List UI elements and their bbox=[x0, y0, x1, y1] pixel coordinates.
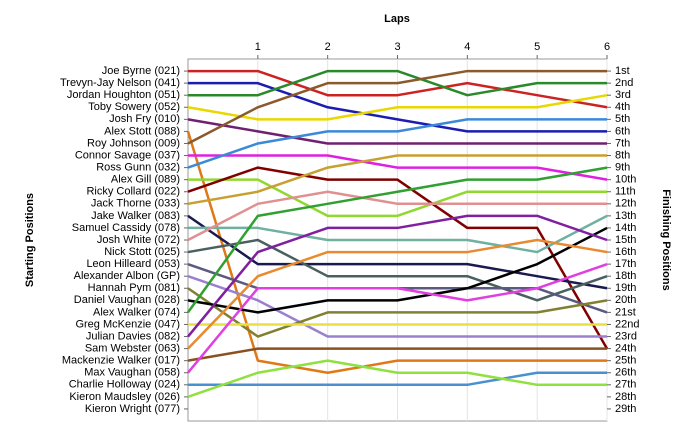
series-line bbox=[187, 226, 608, 314]
series-line bbox=[187, 93, 608, 121]
y2-tick-label: 29th bbox=[615, 403, 636, 415]
series-line bbox=[187, 359, 607, 399]
series-line bbox=[188, 371, 607, 387]
y2-tick-label: 22nd bbox=[615, 318, 639, 330]
y-tick-label: Kieron Maudsley (026) bbox=[69, 391, 180, 403]
x-tick-label: 6 bbox=[604, 41, 610, 53]
y2-tick-label: 26th bbox=[615, 367, 636, 379]
y2-tick-label: 11th bbox=[615, 186, 636, 198]
y2-tick-label: 13th bbox=[615, 210, 636, 222]
y-tick-label: Sam Webster (063) bbox=[85, 343, 180, 355]
y2-tick-label: 18th bbox=[615, 270, 636, 282]
x-tick-label: 5 bbox=[534, 41, 540, 53]
y-tick-label: Ricky Collard (022) bbox=[86, 186, 180, 198]
series-line bbox=[187, 275, 607, 338]
y-tick-label: Trevyn-Jay Nelson (041) bbox=[60, 77, 180, 89]
y2-axis-label: Finishing Positions bbox=[660, 189, 672, 290]
y2-tick-label: 16th bbox=[615, 246, 636, 258]
series-line bbox=[187, 166, 609, 350]
y2-tick-label: 12th bbox=[615, 198, 636, 210]
y-tick-label: Josh Fry (010) bbox=[109, 113, 180, 125]
y2-tick-label: 1st bbox=[615, 65, 630, 77]
y2-tick-label: 19th bbox=[615, 282, 636, 294]
x-tick-label: 3 bbox=[394, 41, 400, 53]
series-line bbox=[186, 166, 608, 314]
y-tick-label: Alex Gill (089) bbox=[111, 174, 180, 186]
series-line bbox=[188, 214, 608, 254]
y2-tick-label: 20th bbox=[615, 294, 636, 306]
y-tick-label: Joe Byrne (021) bbox=[102, 65, 180, 77]
y-tick-label: Alex Stott (088) bbox=[104, 125, 180, 137]
y2-tick-label: 5th bbox=[615, 113, 630, 125]
series-line bbox=[187, 214, 608, 290]
series-line bbox=[187, 118, 607, 145]
y-tick-label: Toby Sowery (052) bbox=[88, 101, 180, 113]
y-tick-label: Josh White (072) bbox=[97, 234, 180, 246]
y-tick-label: Nick Stott (025) bbox=[104, 246, 180, 258]
y-tick-label: Roy Johnson (009) bbox=[87, 137, 180, 149]
y-tick-label: Alex Walker (074) bbox=[93, 306, 180, 318]
series-line bbox=[187, 238, 608, 350]
series-line bbox=[187, 190, 607, 242]
y2-tick-label: 8th bbox=[615, 149, 630, 161]
y2-tick-label: 27th bbox=[615, 379, 636, 391]
series-line bbox=[187, 69, 607, 145]
series-line bbox=[188, 154, 608, 181]
y2-tick-label: 24th bbox=[615, 343, 636, 355]
x-tick-label: 2 bbox=[325, 41, 331, 53]
y-tick-label: Connor Savage (037) bbox=[75, 149, 180, 161]
y-tick-label: Julian Davies (082) bbox=[86, 330, 180, 342]
y-tick-label: Jack Thorne (033) bbox=[91, 198, 180, 210]
y2-tick-label: 10th bbox=[615, 174, 636, 186]
y2-tick-label: 23rd bbox=[615, 330, 637, 342]
y2-tick-label: 25th bbox=[615, 355, 636, 367]
y-tick-label: Jordan Houghton (051) bbox=[67, 89, 180, 101]
y-tick-label: Hannah Pym (081) bbox=[88, 282, 180, 294]
y2-tick-label: 17th bbox=[615, 258, 636, 270]
series-line bbox=[188, 178, 607, 218]
y-tick-label: Alexander Albon (GP) bbox=[74, 270, 180, 282]
y2-tick-label: 7th bbox=[615, 137, 630, 149]
y-tick-label: Charlie Holloway (024) bbox=[69, 379, 180, 391]
y-tick-label: Samuel Cassidy (078) bbox=[72, 222, 180, 234]
x-tick-label: 1 bbox=[255, 41, 261, 53]
y2-tick-label: 21st bbox=[615, 306, 636, 318]
series-line bbox=[186, 131, 607, 374]
y-tick-label: Ross Gunn (032) bbox=[96, 162, 180, 174]
series-line bbox=[188, 81, 607, 133]
y-tick-label: Daniel Vaughan (028) bbox=[74, 294, 180, 306]
y2-tick-label: 2nd bbox=[615, 77, 633, 89]
series-line bbox=[187, 118, 607, 169]
y-tick-label: Leon Hilleard (053) bbox=[86, 258, 180, 270]
x-tick-label: 4 bbox=[464, 41, 470, 53]
y2-tick-label: 3rd bbox=[615, 89, 631, 101]
y2-tick-label: 28th bbox=[615, 391, 636, 403]
y-tick-label: Max Vaughan (058) bbox=[84, 367, 180, 379]
y2-tick-label: 4th bbox=[615, 101, 630, 113]
series-line bbox=[187, 347, 607, 362]
series-line bbox=[187, 238, 608, 302]
y-tick-label: Mackenzie Walker (017) bbox=[62, 355, 180, 367]
y2-tick-label: 15th bbox=[615, 234, 636, 246]
series-line bbox=[188, 69, 607, 97]
chart-title: Laps bbox=[384, 13, 410, 25]
series-line bbox=[187, 262, 608, 374]
y2-tick-label: 6th bbox=[615, 125, 630, 137]
y2-tick-label: 14th bbox=[615, 222, 636, 234]
y-tick-label: Jake Walker (083) bbox=[91, 210, 180, 222]
series-line bbox=[187, 287, 608, 338]
y-tick-label: Kieron Wright (077) bbox=[85, 403, 180, 415]
series-line bbox=[187, 214, 608, 338]
series-line bbox=[187, 154, 607, 206]
y-axis-label: Starting Positions bbox=[24, 193, 36, 287]
series-line bbox=[188, 69, 608, 109]
y2-tick-label: 9th bbox=[615, 162, 630, 174]
y-tick-label: Greg McKenzie (047) bbox=[75, 318, 180, 330]
